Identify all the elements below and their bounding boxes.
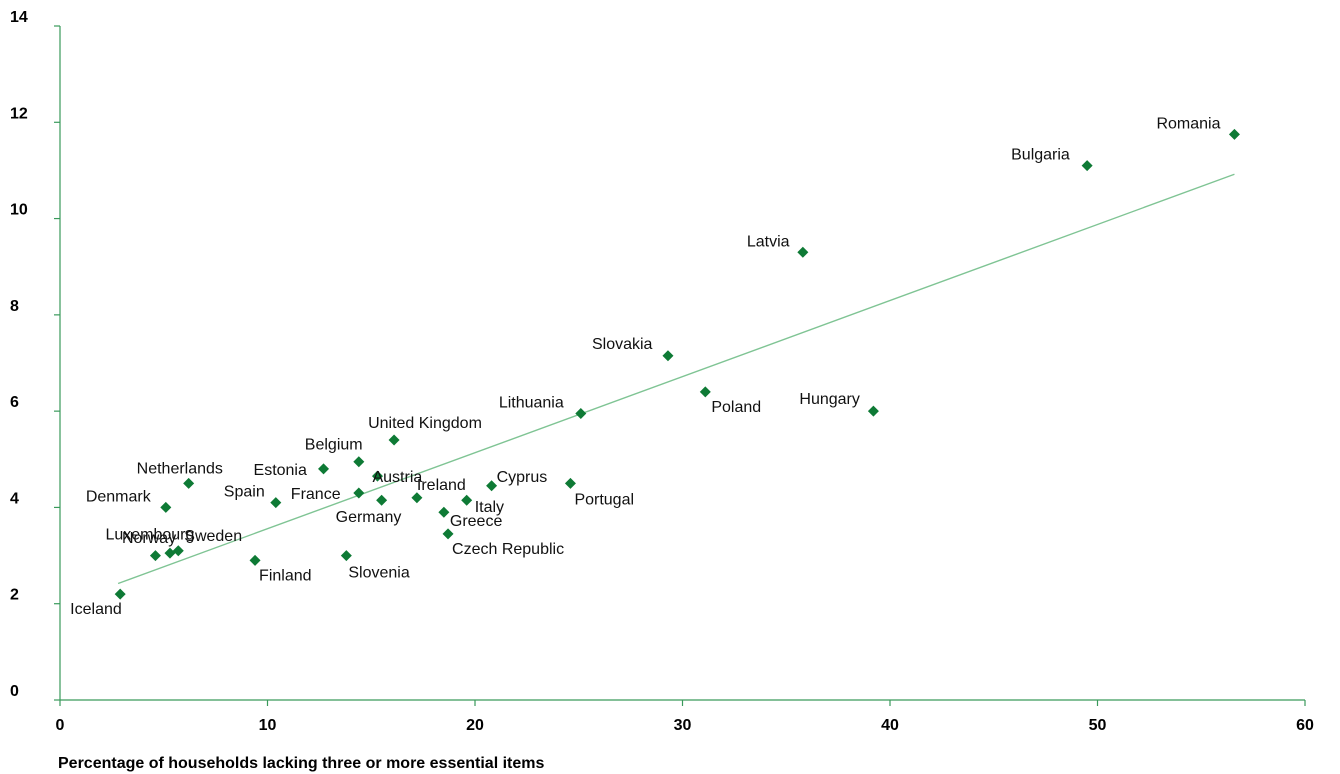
point-bulgaria xyxy=(1081,160,1093,172)
x-axis-label: Percentage of households lacking three o… xyxy=(58,755,544,772)
point-spain xyxy=(270,497,282,509)
point-denmark xyxy=(160,501,172,513)
label-luxembourg: Luxembourg xyxy=(105,527,194,544)
trendline-group xyxy=(117,173,1235,585)
y-tick-label: 8 xyxy=(10,298,19,315)
x-tick-label: 0 xyxy=(56,717,65,734)
label-sweden: Sweden xyxy=(184,528,242,545)
label-iceland: Iceland xyxy=(70,601,122,618)
point-netherlands xyxy=(183,477,195,489)
point-hungary xyxy=(867,405,879,417)
point-united-kingdom xyxy=(388,434,400,446)
point-france xyxy=(353,487,365,499)
point-romania xyxy=(1228,128,1240,140)
label-czech-republic: Czech Republic xyxy=(452,541,564,558)
label-italy: Italy xyxy=(475,499,504,516)
y-tick-label: 6 xyxy=(10,394,19,411)
point-norway xyxy=(164,547,176,559)
point-slovenia xyxy=(340,550,352,562)
point-germany xyxy=(376,494,388,506)
x-tick-label: 30 xyxy=(674,717,692,734)
label-ireland: Ireland xyxy=(417,477,466,494)
point-estonia xyxy=(318,463,330,475)
axes: 0 10 20 30 40 50 60 0 2 4 6 8 10 12 14 xyxy=(10,9,1314,734)
label-lithuania: Lithuania xyxy=(499,395,564,412)
x-tick-label: 10 xyxy=(259,717,277,734)
point-cyprus xyxy=(486,480,498,492)
x-tick-label: 20 xyxy=(466,717,484,734)
y-tick-label: 12 xyxy=(10,105,28,122)
label-slovakia: Slovakia xyxy=(592,336,653,353)
y-tick-label: 0 xyxy=(10,683,19,700)
point-italy xyxy=(461,494,473,506)
label-estonia: Estonia xyxy=(254,462,307,479)
trendline xyxy=(117,173,1235,585)
point-latvia xyxy=(797,246,809,258)
y-tick-label: 2 xyxy=(10,587,19,604)
label-greece: Greece xyxy=(450,513,503,530)
label-france: France xyxy=(291,486,341,503)
point-czech-republic xyxy=(442,528,454,540)
point-belgium xyxy=(353,456,365,468)
y-tick-label: 10 xyxy=(10,202,28,219)
point-lithuania xyxy=(575,408,587,420)
label-bulgaria: Bulgaria xyxy=(1011,147,1070,164)
point-finland xyxy=(249,554,261,566)
point-ireland xyxy=(411,492,423,504)
label-cyprus: Cyprus xyxy=(497,469,548,486)
label-germany: Germany xyxy=(336,509,402,526)
points-group xyxy=(114,128,1240,600)
label-belgium: Belgium xyxy=(305,437,363,454)
point-poland xyxy=(699,386,711,398)
x-tick-label: 50 xyxy=(1089,717,1107,734)
label-denmark: Denmark xyxy=(86,488,152,505)
label-norway: Norway xyxy=(122,530,176,547)
point-iceland xyxy=(114,588,126,600)
label-poland: Poland xyxy=(711,399,761,416)
label-hungary: Hungary xyxy=(799,391,859,408)
label-netherlands: Netherlands xyxy=(137,460,223,477)
point-greece xyxy=(438,506,450,518)
point-portugal xyxy=(564,477,576,489)
x-tick-label: 60 xyxy=(1296,717,1314,734)
label-slovenia: Slovenia xyxy=(348,565,409,582)
label-united-kingdom: United Kingdom xyxy=(368,415,482,432)
point-luxembourg xyxy=(149,550,161,562)
x-tick-label: 40 xyxy=(881,717,899,734)
point-austria xyxy=(371,470,383,482)
label-austria: Austria xyxy=(372,469,422,486)
label-portugal: Portugal xyxy=(574,491,634,508)
y-tick-label: 14 xyxy=(10,9,28,26)
y-tick-label: 4 xyxy=(10,490,19,507)
label-spain: Spain xyxy=(224,484,265,501)
label-latvia: Latvia xyxy=(747,233,790,250)
label-romania: Romania xyxy=(1156,115,1220,132)
point-sweden xyxy=(172,545,184,557)
point-slovakia xyxy=(662,350,674,362)
label-finland: Finland xyxy=(259,567,311,584)
